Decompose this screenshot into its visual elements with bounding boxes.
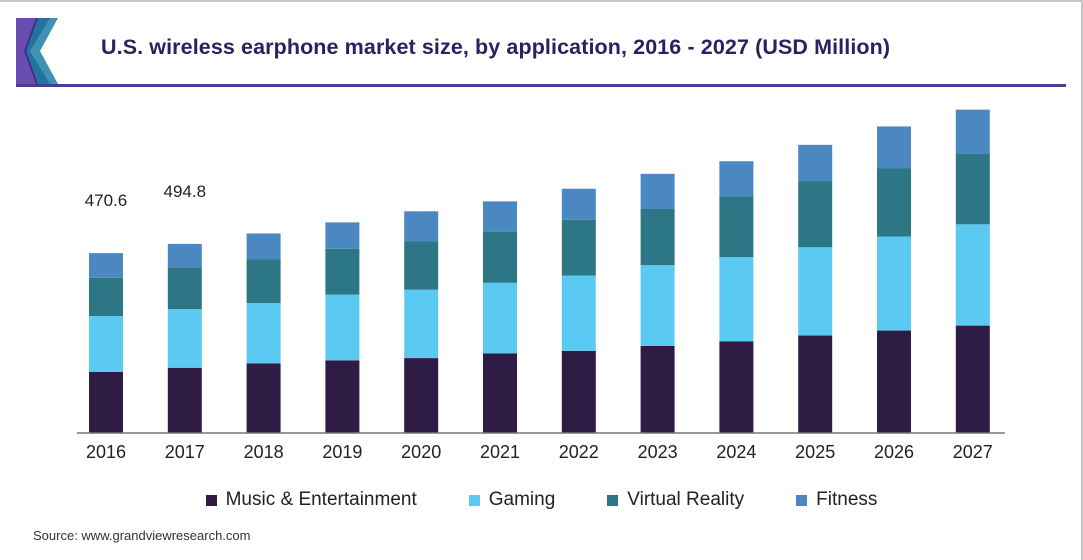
bar-segment-2016-3: [89, 253, 123, 278]
legend-item: Virtual Reality: [607, 489, 744, 511]
bar-segment-2023-2: [640, 209, 675, 266]
x-tick-label: 2021: [480, 442, 520, 462]
bar-segment-2025-0: [798, 335, 833, 433]
bar-segment-2016-2: [89, 277, 123, 317]
legend-item: Gaming: [468, 489, 556, 511]
x-tick-label: 2023: [638, 442, 678, 462]
bar-segment-2017-3: [167, 243, 202, 268]
source-note: Source: www.grandviewresearch.com: [33, 528, 251, 543]
x-tick-label: 2016: [86, 442, 126, 462]
legend-item: Fitness: [796, 489, 877, 511]
bar-segment-2020-2: [404, 241, 439, 290]
x-tick-label: 2027: [953, 442, 993, 462]
legend-label: Fitness: [816, 489, 878, 510]
x-tick-label: 2026: [874, 442, 914, 462]
brand-logo: [16, 18, 58, 84]
bar-segment-2019-0: [325, 360, 360, 433]
bar-segment-2021-2: [483, 231, 517, 283]
legend-label: Virtual Reality: [627, 489, 745, 510]
x-tick-label: 2020: [401, 442, 441, 462]
bar-segment-2024-0: [719, 341, 754, 433]
chart-legend: Music & Entertainment Gaming Virtual Reali…: [0, 489, 1083, 511]
bar-segment-2027-2: [955, 153, 990, 225]
bar-segment-2019-2: [325, 248, 360, 295]
title-underline: [16, 84, 1066, 87]
bar-segment-2026-3: [877, 126, 911, 169]
bar-segment-2022-3: [561, 188, 596, 220]
x-tick-label: 2018: [244, 442, 284, 462]
bar-segment-2023-3: [640, 173, 675, 210]
bar-segment-2025-3: [798, 144, 833, 182]
bar-segment-2017-1: [167, 309, 202, 368]
bar-segment-2018-1: [246, 303, 281, 364]
x-tick-label: 2024: [716, 442, 756, 462]
bar-segment-2016-0: [89, 371, 123, 433]
bar-segment-2026-0: [877, 330, 911, 433]
legend-swatch: [607, 494, 619, 506]
frame-top-border: [0, 0, 1083, 2]
legend-label: Music & Entertainment: [225, 489, 417, 510]
bar-segment-2021-1: [483, 282, 517, 354]
bar-segment-2020-3: [404, 211, 439, 242]
chart-title: U.S. wireless earphone market size, by a…: [101, 35, 891, 59]
bar-segment-2026-2: [877, 168, 911, 237]
bar-segment-2025-1: [798, 247, 833, 336]
legend-swatch: [796, 494, 808, 506]
x-tick-label: 2019: [322, 442, 362, 462]
bar-segment-2022-0: [561, 350, 596, 433]
bar-segment-2017-2: [167, 267, 202, 310]
bar-segment-2018-0: [246, 363, 281, 433]
bar-segment-2027-3: [955, 109, 990, 154]
bar-segment-2021-0: [483, 353, 517, 433]
bar-segment-2025-2: [798, 181, 833, 248]
data-label: 470.6: [85, 191, 128, 210]
bar-segment-2026-1: [877, 236, 911, 331]
legend-item: Music & Entertainment: [205, 489, 417, 511]
x-tick-label: 2025: [795, 442, 835, 462]
bar-segment-2020-1: [404, 289, 439, 359]
bar-segment-2022-1: [561, 275, 596, 351]
bar-segment-2018-2: [246, 259, 281, 304]
bar-segment-2024-2: [719, 196, 754, 258]
bar-segment-2019-3: [325, 222, 360, 249]
bar-segment-2017-0: [167, 367, 202, 433]
bar-segment-2020-0: [404, 358, 439, 433]
data-label: 494.8: [164, 182, 207, 201]
bar-segment-2018-3: [246, 233, 281, 260]
bar-segment-2022-2: [561, 219, 596, 276]
bar-segment-2019-1: [325, 294, 360, 361]
x-tick-label: 2022: [559, 442, 599, 462]
bar-segment-2016-1: [89, 316, 123, 372]
x-tick-label: 2017: [165, 442, 205, 462]
bar-segment-2023-0: [640, 345, 675, 433]
bar-segment-2027-0: [955, 325, 990, 433]
bar-segment-2024-1: [719, 257, 754, 342]
frame-right-border: [1081, 0, 1083, 560]
bar-segment-2024-3: [719, 161, 754, 197]
bar-segment-2023-1: [640, 265, 675, 346]
legend-swatch: [205, 494, 217, 506]
legend-label: Gaming: [488, 489, 556, 510]
bar-segment-2021-3: [483, 201, 517, 232]
legend-swatch: [468, 494, 480, 506]
stacked-bar-chart: 2016 2017 2018 2019 2020 2021 2022 2023 2024 2025…: [77, 109, 1005, 462]
bar-segment-2027-1: [955, 224, 990, 326]
